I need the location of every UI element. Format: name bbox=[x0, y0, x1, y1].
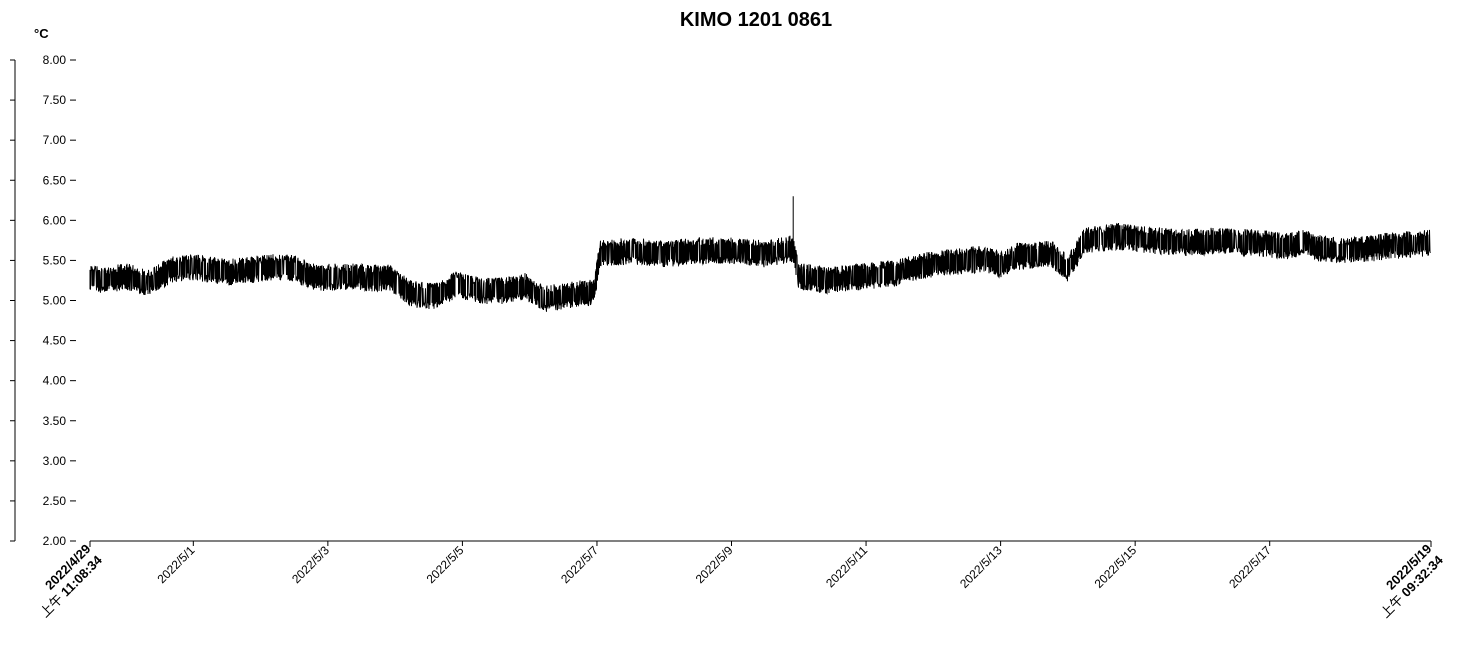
y-unit-label: °C bbox=[34, 26, 49, 41]
series-line-0 bbox=[89, 196, 1431, 312]
y-tick-label: 5.50 bbox=[43, 253, 67, 267]
y-tick-label: 6.00 bbox=[43, 213, 67, 227]
y-axis: 8.00 7.50 7.00 6.50 6.00 5.50 5.00 4.50 4.00 3.50… bbox=[10, 53, 76, 548]
x-tick-label: 2022/5/1 bbox=[155, 543, 198, 586]
y-tick-label: 5.00 bbox=[43, 294, 67, 308]
x-tick-label: 2022/5/13 bbox=[957, 543, 1005, 591]
x-tick-label: 2022/5/11 bbox=[823, 543, 870, 590]
y-tick-label: 6.50 bbox=[43, 173, 67, 187]
y-tick-label: 2.50 bbox=[43, 494, 67, 508]
x-tick-label: 2022/5/17 bbox=[1226, 543, 1274, 591]
y-tick-label: 2.00 bbox=[43, 534, 67, 548]
x-tick-label: 2022/5/15 bbox=[1092, 543, 1140, 591]
plot-area bbox=[89, 196, 1431, 312]
y-tick-label: 8.00 bbox=[43, 53, 67, 67]
x-tick-label: 2022/5/9 bbox=[693, 543, 736, 586]
y-tick-label: 7.00 bbox=[43, 133, 67, 147]
chart-title: KIMO 1201 0861 bbox=[680, 9, 832, 31]
y-tick-label: 4.50 bbox=[43, 334, 67, 348]
y-tick-label: 3.00 bbox=[43, 454, 67, 468]
y-tick-label: 7.50 bbox=[43, 93, 67, 107]
x-tick-label: 2022/5/3 bbox=[289, 543, 332, 586]
y-tick-label: 3.50 bbox=[43, 414, 67, 428]
y-tick-label: 4.00 bbox=[43, 374, 67, 388]
x-tick-label: 2022/5/5 bbox=[424, 543, 467, 586]
x-axis: 2022/5/1 2022/5/3 2022/5/5 2022/5/7 2022/5/9… bbox=[37, 540, 1446, 621]
x-tick-label: 2022/5/7 bbox=[558, 543, 601, 586]
